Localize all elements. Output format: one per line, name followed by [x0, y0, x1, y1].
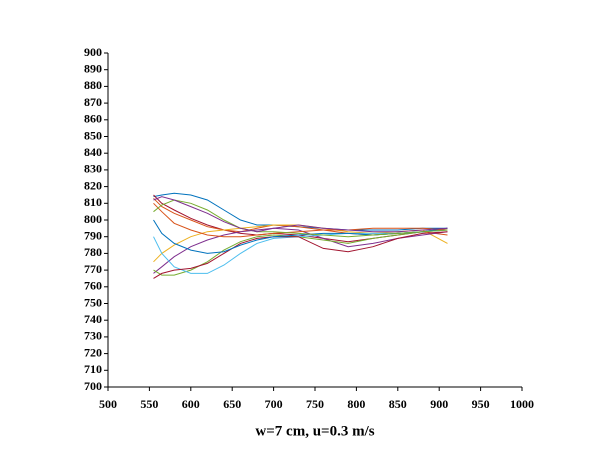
y-tick-label: 770 — [84, 262, 102, 276]
y-tick-label: 850 — [84, 128, 102, 142]
y-tick-label: 740 — [84, 312, 102, 326]
x-tick-label: 550 — [140, 397, 158, 411]
x-tick-label: 600 — [182, 397, 200, 411]
series-line — [153, 229, 448, 276]
y-tick-label: 750 — [84, 295, 102, 309]
y-tick-label: 720 — [84, 345, 102, 359]
series-line — [153, 202, 448, 238]
y-tick-label: 780 — [84, 245, 102, 259]
series-line — [153, 224, 448, 263]
series-line — [153, 199, 448, 238]
y-tick-label: 710 — [84, 362, 102, 376]
x-tick-label: 500 — [99, 397, 117, 411]
y-tick-label: 870 — [84, 95, 102, 109]
y-tick-label: 860 — [84, 112, 102, 126]
y-tick-label: 810 — [84, 195, 102, 209]
x-axis-label: w=7 cm, u=0.3 m/s — [255, 423, 374, 439]
x-tick-label: 1000 — [510, 397, 534, 411]
series-line — [153, 229, 448, 274]
series-line — [153, 227, 448, 274]
series-line — [153, 192, 448, 231]
y-tick-label: 900 — [84, 45, 102, 59]
x-tick-label: 750 — [306, 397, 324, 411]
x-tick-label: 800 — [347, 397, 365, 411]
y-tick-label: 820 — [84, 178, 102, 192]
y-tick-label: 730 — [84, 329, 102, 343]
x-tick-label: 900 — [430, 397, 448, 411]
series-line — [153, 196, 448, 233]
y-tick-label: 890 — [84, 61, 102, 75]
x-tick-label: 700 — [265, 397, 283, 411]
y-tick-label: 880 — [84, 78, 102, 92]
y-tick-label: 840 — [84, 145, 102, 159]
x-tick-label: 950 — [472, 397, 490, 411]
x-tick-label: 850 — [389, 397, 407, 411]
y-tick-label: 760 — [84, 279, 102, 293]
y-tick-label: 700 — [84, 379, 102, 393]
y-tick-label: 790 — [84, 228, 102, 242]
y-tick-label: 800 — [84, 212, 102, 226]
series-line — [153, 231, 448, 279]
x-tick-label: 650 — [223, 397, 241, 411]
y-tick-label: 830 — [84, 162, 102, 176]
